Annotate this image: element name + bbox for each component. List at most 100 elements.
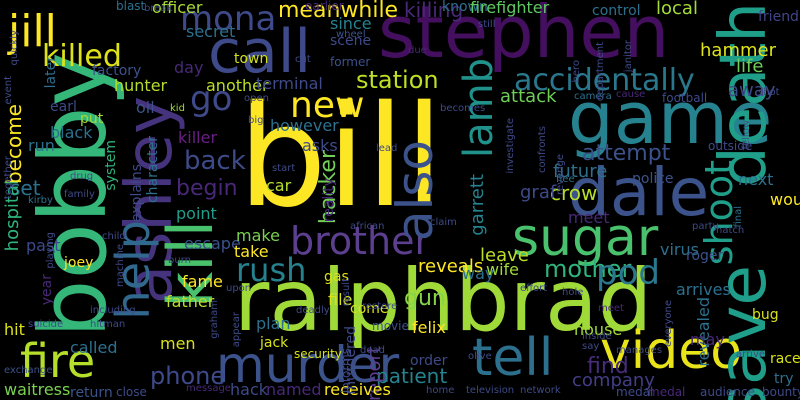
word-virus: virus xyxy=(660,240,699,259)
word-result: result xyxy=(341,278,352,307)
word-earl: earl xyxy=(50,99,77,115)
word-return: return xyxy=(70,385,113,400)
word-bug: bug xyxy=(752,307,779,323)
word-start: start xyxy=(272,163,296,174)
word-camera: camera xyxy=(574,91,612,102)
word-point: point xyxy=(176,204,217,223)
word-meet-2: meet xyxy=(598,303,624,314)
word-home: home xyxy=(426,385,455,396)
word-television: television xyxy=(466,385,515,396)
word-scene: scene xyxy=(330,33,372,49)
word-character: character xyxy=(145,136,161,204)
word-reveals: reveals xyxy=(418,256,484,277)
word-shot: shot xyxy=(758,87,780,98)
word-quickly: quickly xyxy=(9,30,20,66)
word-wife: wife xyxy=(486,260,520,279)
word-garrett: garrett xyxy=(467,174,488,236)
word-later: later xyxy=(43,56,59,89)
word-hitman: hitman xyxy=(90,319,126,330)
word-race: race xyxy=(770,351,800,367)
word-hack: hack xyxy=(230,380,269,399)
word-break: break xyxy=(144,3,173,14)
word-medal: medal xyxy=(648,385,686,399)
word-open: open xyxy=(244,93,269,104)
word-claim: claim xyxy=(430,217,457,228)
word-movie: movie xyxy=(372,319,409,333)
word-graf: graf xyxy=(520,182,557,203)
word-message: message xyxy=(186,383,231,394)
word-ralphbrad: ralphbrad xyxy=(234,251,653,351)
word-still: still xyxy=(478,19,496,30)
word-playing: playing xyxy=(45,232,56,269)
word-hit: hit xyxy=(4,320,25,339)
word-due: due xyxy=(408,45,427,56)
word-medal-2: medal xyxy=(616,385,654,399)
word-dale: dale xyxy=(568,154,710,231)
word-lead: lead xyxy=(376,143,398,154)
word-attempt: attempt xyxy=(582,141,671,166)
word-receives: receives xyxy=(324,380,391,399)
word-say: say xyxy=(582,341,600,352)
word-another: another xyxy=(206,76,269,95)
word-day: day xyxy=(174,58,204,77)
word-men: men xyxy=(160,334,196,353)
word-sugar: sugar xyxy=(512,208,659,268)
word-leave: leave xyxy=(480,245,529,266)
word-set: set xyxy=(10,176,41,200)
word-car: car xyxy=(266,176,292,195)
word-pod: pod xyxy=(596,253,660,293)
word-inside: inside xyxy=(582,331,612,342)
word-mona: mona xyxy=(180,0,277,39)
word-patient: patient xyxy=(376,364,448,388)
word-former: former xyxy=(330,55,371,69)
word-factory: factory xyxy=(92,63,142,79)
word-year: year xyxy=(39,274,55,306)
word-police: police xyxy=(632,171,674,187)
word-felix: felix xyxy=(412,318,446,337)
word-brother: brother xyxy=(290,219,431,263)
word-past: past xyxy=(26,236,61,255)
word-oil: oil xyxy=(136,98,155,117)
word-attack: attack xyxy=(500,86,557,107)
word-dead: dead xyxy=(360,345,385,356)
word-asks: asks xyxy=(302,136,338,155)
word-take: take xyxy=(234,242,269,261)
word-explains: explains xyxy=(129,164,145,223)
word-olive: olive xyxy=(468,351,492,362)
word-hole: hole xyxy=(562,287,584,298)
word-plan: plan xyxy=(256,314,291,333)
word-officer: officer xyxy=(152,0,203,17)
word-drug: drug xyxy=(70,171,94,182)
word-run: run xyxy=(28,136,55,155)
word-everyone: everyone xyxy=(663,300,674,347)
word-roger: roger xyxy=(686,248,724,264)
word-flee: flee xyxy=(556,174,575,185)
word-begin: begin xyxy=(176,176,238,201)
word-gun: gun xyxy=(404,286,446,311)
word-appear: appear xyxy=(231,312,242,348)
word-file: file xyxy=(328,290,353,309)
word-killer: killer xyxy=(178,128,218,147)
word-phone: phone xyxy=(150,362,226,390)
word-away: away xyxy=(728,80,776,101)
word-child: child xyxy=(102,231,126,242)
word-effort: effort xyxy=(520,283,548,294)
word-exchange: exchange xyxy=(4,365,53,376)
word-kid: kid xyxy=(170,103,185,114)
word-town: town xyxy=(234,51,269,67)
word-kirby: kirby xyxy=(28,195,53,206)
word-joey: joey xyxy=(64,255,94,271)
word-murder: murder xyxy=(216,336,400,394)
word-firefighter: firefighter xyxy=(470,0,550,17)
word-fame: fame xyxy=(182,272,223,291)
word-station: station xyxy=(356,66,439,94)
word-hero: hero xyxy=(571,60,582,83)
word-department: department xyxy=(595,42,606,102)
word-reality: reality xyxy=(321,178,337,223)
word-game: game xyxy=(568,76,773,160)
word-next: next xyxy=(738,170,774,189)
word-put: put xyxy=(80,111,104,127)
word-fire: fire xyxy=(20,334,96,388)
word-tell: tell xyxy=(472,328,554,388)
word-upon: upon xyxy=(226,283,252,294)
